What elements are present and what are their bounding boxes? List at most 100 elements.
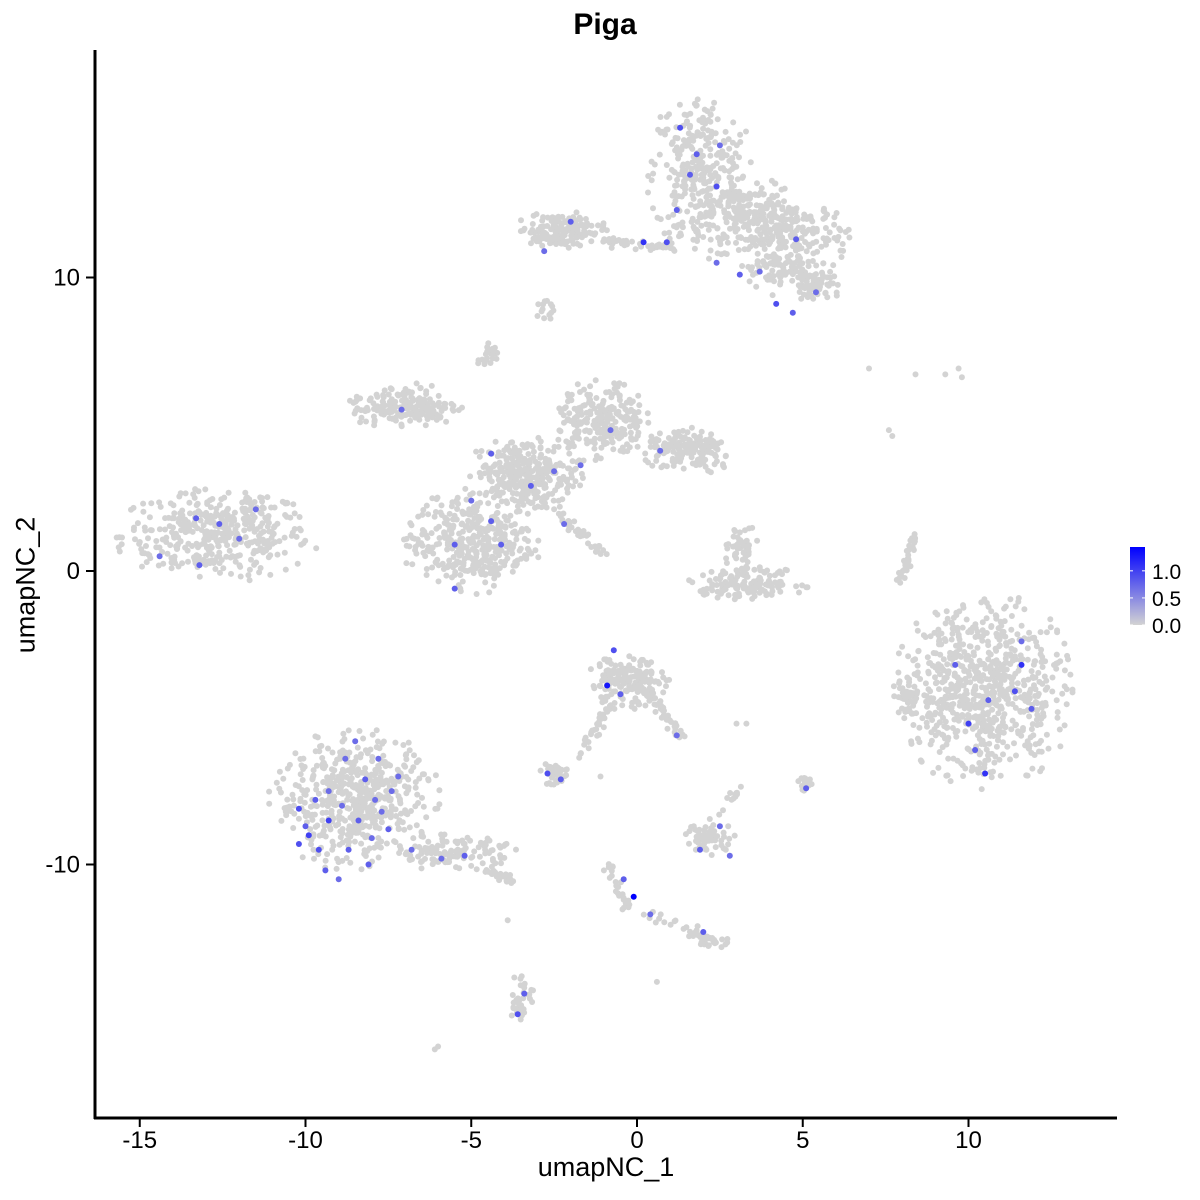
cell-point [1014,631,1021,638]
cell-point [715,150,722,156]
cell-point [689,192,696,199]
cell-point [409,561,416,568]
cell-point [333,865,340,872]
cell-point [466,506,473,513]
cell-point [726,190,733,197]
cell-point [648,433,655,440]
cell-point [643,659,650,666]
cell-point [451,572,458,578]
cell-point [292,782,299,788]
cell-point [508,880,515,886]
cell-point [1009,717,1016,724]
cell-point [972,704,979,711]
cell-point [767,273,774,280]
cell-point [171,510,178,517]
cell-point [959,624,966,631]
cell-point [837,247,844,254]
cell-point [621,381,628,388]
cell-point [748,267,755,273]
cell-point [653,457,660,464]
cell-point [959,712,966,718]
cell-point [406,824,413,831]
cell-point [632,246,639,253]
cell-point [934,611,941,618]
cell-point [748,588,755,595]
cell-point [178,527,185,534]
cell-point [266,528,273,535]
cell-point [273,779,280,786]
cell-point [701,213,708,220]
cell-point [739,263,746,269]
cell-point [936,749,943,755]
cell-point [834,281,841,288]
cell-point [557,513,564,520]
cell-point [1044,684,1051,691]
cell-point [140,500,147,507]
cell-point [951,670,958,677]
cell-point [736,529,743,536]
cell-point [458,550,465,557]
cell-point [480,526,486,532]
cell-point [139,563,145,570]
expressing-cell-point [640,239,647,246]
cell-point [247,519,254,525]
cell-point [749,595,756,602]
cell-point [766,572,773,579]
cell-point [501,469,508,476]
cell-point [494,503,501,509]
cell-point [340,781,347,788]
cell-point [467,491,474,498]
cell-point [829,280,836,287]
cell-point [592,377,599,384]
cell-point [435,399,442,406]
cell-point [680,465,687,472]
cell-point [407,417,414,424]
cell-point [778,186,785,193]
cell-point [1013,721,1019,728]
cell-point [551,443,558,450]
cell-point [740,173,747,180]
cell-point [1002,603,1009,610]
cell-point [717,202,724,209]
cell-point [644,410,651,417]
cell-point [362,765,369,772]
cell-point [949,625,956,632]
cell-point [549,490,556,497]
cell-point [956,646,963,652]
cell-point [542,500,548,507]
cell-point [313,762,320,769]
expressing-cell-point [352,738,359,745]
cell-point [955,633,962,640]
cell-point [958,653,965,660]
cell-point [553,241,560,247]
cell-point [339,766,346,773]
cell-point [642,457,649,464]
cell-point [360,735,367,742]
cell-point [692,826,699,833]
cell-point [580,457,587,464]
cell-point [974,628,981,635]
cell-point [187,510,193,517]
cell-point [479,860,486,867]
cell-point [628,434,635,441]
cell-point [670,462,677,469]
cell-point [1018,732,1025,739]
cell-point [680,436,687,443]
cell-point [779,206,786,213]
cell-point [1057,743,1064,750]
cell-point [743,537,750,544]
cell-point [650,205,656,212]
cell-point [280,775,287,782]
cell-point [464,834,471,841]
cell-point [184,521,191,528]
cell-point [514,482,521,489]
cell-point [914,662,921,669]
cell-point [941,723,948,730]
cell-point [227,554,234,561]
cell-point [670,211,677,218]
cell-point [615,408,622,415]
expressing-cell-point [468,497,475,504]
cell-point [985,649,992,656]
cell-point [376,813,383,820]
cell-point [351,838,358,845]
